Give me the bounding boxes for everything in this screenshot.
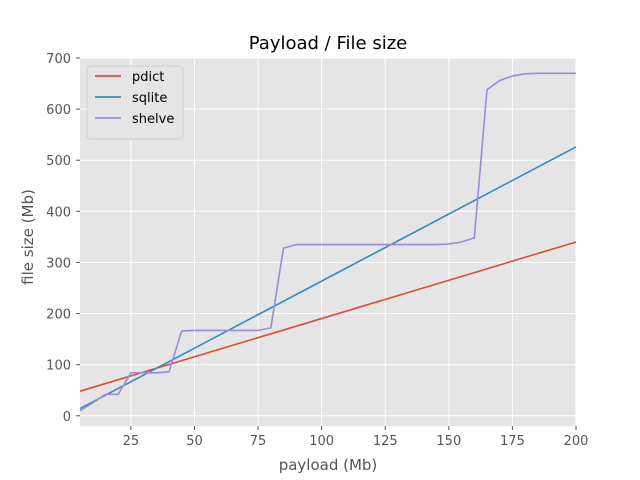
legend-label-shelve: shelve bbox=[132, 112, 174, 127]
series-line-shelve bbox=[79, 72, 576, 412]
grid-lines bbox=[80, 57, 577, 426]
y-tick-label: 200 bbox=[46, 308, 71, 323]
x-tick-label: 150 bbox=[436, 434, 461, 449]
y-tick-label: 100 bbox=[46, 359, 71, 374]
x-axis-ticks: 25 50 75 100 125 150 175 200 bbox=[123, 426, 589, 449]
y-axis-ticks: 0 100 200 300 400 500 600 700 bbox=[46, 52, 80, 425]
legend: pdict sqlite shelve bbox=[86, 65, 184, 140]
chart-title: Payload / File size bbox=[249, 33, 407, 54]
y-tick-label: 500 bbox=[46, 154, 71, 169]
x-tick-label: 125 bbox=[373, 434, 398, 449]
y-tick-label: 0 bbox=[63, 410, 71, 425]
y-tick-label: 600 bbox=[46, 103, 71, 118]
x-tick-label: 200 bbox=[564, 434, 589, 449]
x-tick-label: 100 bbox=[309, 434, 334, 449]
series-line-pdict bbox=[79, 241, 577, 392]
x-tick-label: 50 bbox=[186, 434, 203, 449]
x-tick-label: 175 bbox=[500, 434, 525, 449]
y-tick-label: 300 bbox=[46, 256, 71, 271]
x-tick-label: 75 bbox=[250, 434, 267, 449]
y-tick-label: 400 bbox=[46, 205, 71, 220]
x-tick-label: 25 bbox=[123, 434, 140, 449]
x-axis-title: payload (Mb) bbox=[279, 456, 378, 474]
legend-box bbox=[86, 65, 184, 140]
y-tick-label: 700 bbox=[46, 52, 71, 67]
legend-label-pdict: pdict bbox=[132, 70, 164, 85]
series-lines bbox=[79, 72, 577, 412]
legend-label-sqlite: sqlite bbox=[132, 91, 167, 106]
series-line-sqlite bbox=[79, 146, 577, 410]
y-axis-title: file size (Mb) bbox=[19, 189, 37, 285]
